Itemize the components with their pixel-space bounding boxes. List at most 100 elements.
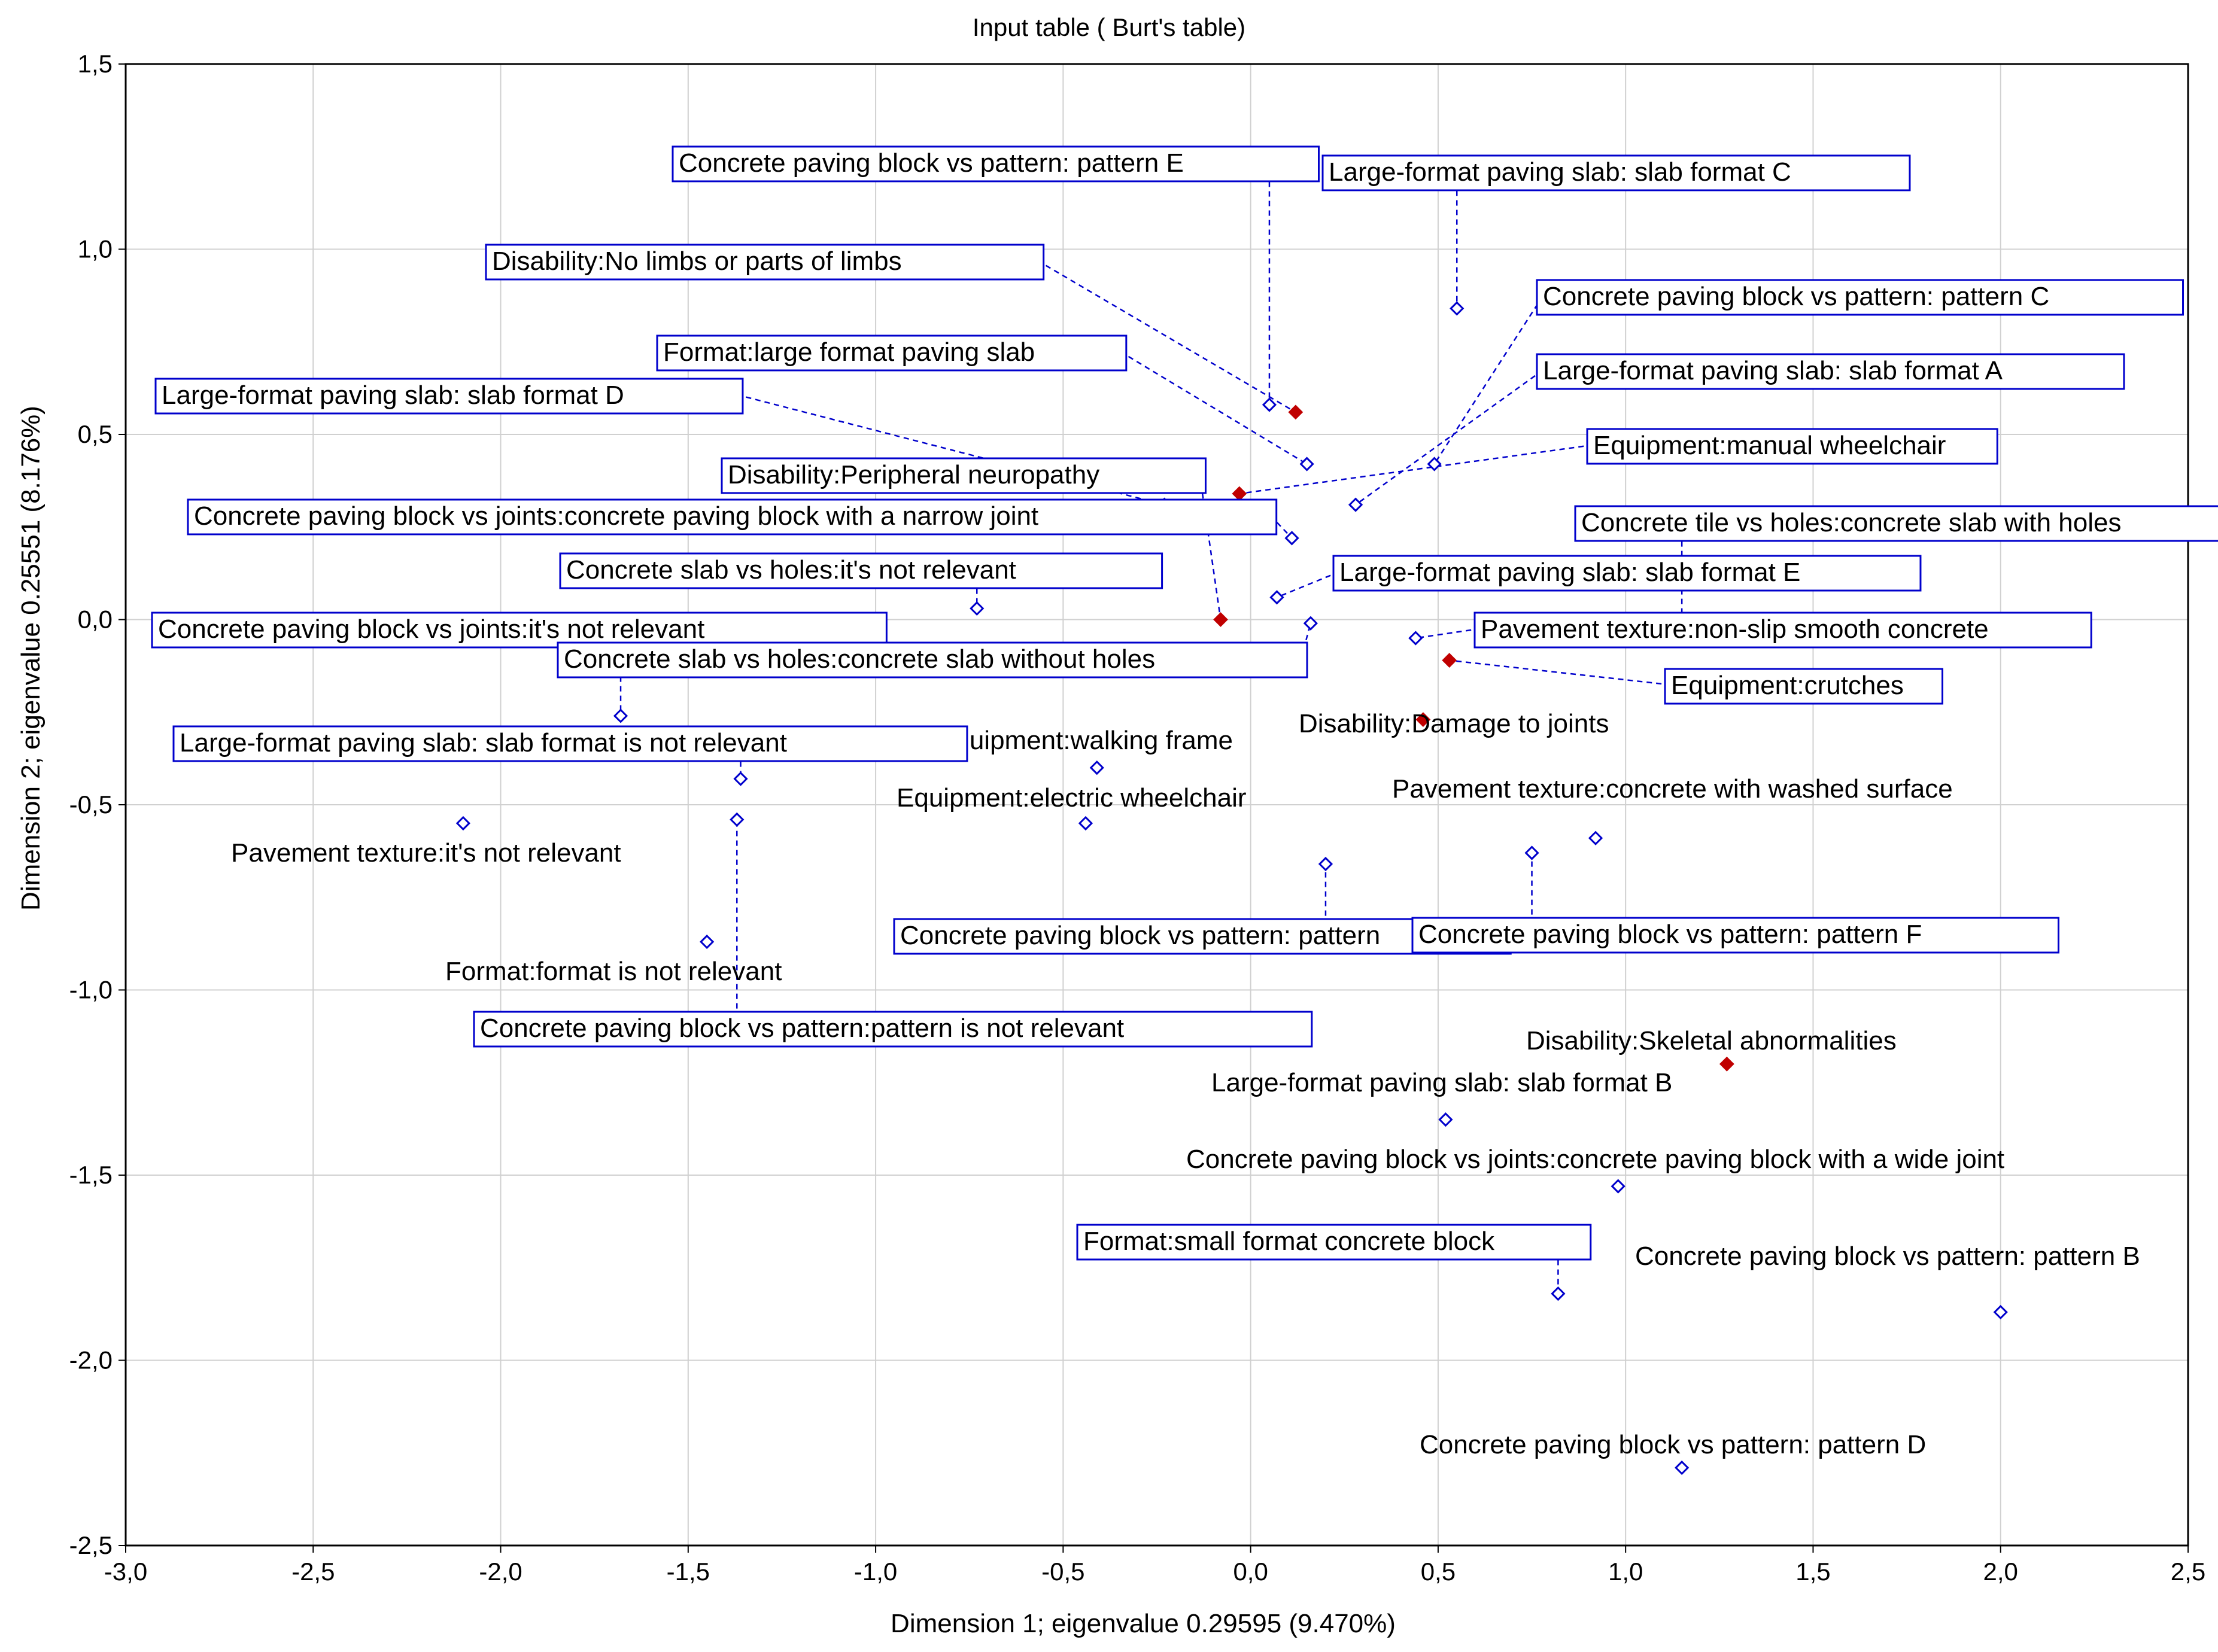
point-label: Equipment:electric wheelchair	[897, 783, 1247, 813]
y-tick-label: 1,0	[78, 235, 113, 263]
data-point	[1675, 1460, 1690, 1475]
data-point-filled	[1719, 1056, 1734, 1072]
x-tick-label: -2,0	[479, 1557, 522, 1586]
x-axis-label: Dimension 1; eigenvalue 0.29595 (9.470%)	[891, 1609, 1396, 1638]
data-point	[455, 816, 471, 831]
point-label: Large-format paving slab: slab format is…	[180, 728, 787, 757]
data-point	[970, 601, 985, 616]
axis-ticks: -3,0 -2,5 -2,0 -1,5 -1,0 -0,5 0,0 0,5 1,0 1,5 2,0 2…	[69, 50, 2206, 1586]
leader-line	[1355, 369, 1544, 506]
point-label: Concrete paving block vs joints:concrete…	[1186, 1145, 2004, 1174]
label-box	[559, 552, 1163, 589]
label-box	[1321, 154, 1911, 191]
x-tick-label: 0,0	[1233, 1557, 1268, 1586]
point-label: Concrete paving block vs pattern: patter…	[1635, 1242, 2140, 1271]
data-point	[613, 708, 628, 723]
point-label: Format:format is not relevant	[445, 957, 782, 986]
label-box	[151, 611, 888, 649]
data-point	[1588, 830, 1603, 845]
point-label: Equipment:crutches	[1671, 671, 1904, 700]
label-box	[1076, 1224, 1592, 1261]
x-tick-label: -0,5	[1041, 1557, 1084, 1586]
y-axis-label: Dimension 2; eigenvalue 0.25551 (8.176%)	[16, 406, 45, 911]
leader-line	[1239, 444, 1594, 495]
data-point	[1427, 457, 1442, 471]
x-tick-label: -1,0	[854, 1557, 897, 1586]
label-box	[1586, 428, 1998, 465]
point-label: Concrete paving block vs joints:concrete…	[194, 501, 1038, 531]
data-point	[1303, 616, 1318, 631]
point-label: Concrete slab vs holes:it's not relevant	[566, 555, 1016, 585]
data-point	[733, 771, 748, 786]
y-tick-label: -0,5	[69, 790, 113, 819]
label-box	[154, 378, 744, 415]
y-tick-label: 0,5	[78, 420, 113, 448]
point-label: Concrete paving block vs pattern: patter…	[1420, 1430, 1926, 1459]
data-points	[455, 301, 2008, 1475]
leader-line	[1415, 628, 1481, 639]
point-label: Format:small format concrete block	[1083, 1227, 1495, 1256]
point-label: Disability:Peripheral neuropathy	[728, 460, 1099, 489]
leader-line	[1277, 571, 1340, 598]
label-box	[1574, 505, 2218, 542]
label-box	[557, 641, 1308, 679]
chart-title: Input table ( Burt's table)	[973, 13, 1245, 41]
point-label: Concrete slab vs holes:concrete slab wit…	[564, 644, 1155, 674]
point-label: Disability:No limbs or parts of limbs	[492, 247, 902, 276]
x-tick-label: -1,5	[667, 1557, 710, 1586]
point-label: Equipment:manual wheelchair	[1593, 431, 1946, 460]
data-point	[700, 934, 715, 950]
point-label: Large-format paving slab: slab format E	[1339, 558, 1800, 587]
leader-line	[1449, 659, 1672, 686]
y-tick-label: -2,0	[69, 1346, 113, 1374]
point-label: Format:large format paving slab	[663, 337, 1035, 367]
x-tick-label: 2,5	[2171, 1557, 2205, 1586]
label-box	[1536, 279, 2184, 316]
point-label: Concrete paving block vs pattern: patter…	[900, 921, 1380, 950]
point-label: Disability:Damage to joints	[1299, 709, 1609, 738]
x-tick-label: -2,5	[291, 1557, 335, 1586]
point-label: Concrete paving block vs pattern: patter…	[1418, 920, 1922, 949]
point-label: Pavement texture:concrete with washed su…	[1392, 774, 1953, 804]
leader-line	[1300, 623, 1312, 659]
point-label: Concrete paving block vs joints:it's not…	[158, 614, 704, 644]
label-box	[485, 244, 1045, 281]
point-label: Large-format paving slab: slab format B	[1211, 1068, 1672, 1097]
data-point	[1078, 816, 1093, 831]
data-point	[1438, 1112, 1453, 1127]
data-point-filled	[1213, 612, 1228, 627]
point-label: Large-format paving slab: slab format A	[1543, 356, 2003, 385]
data-point	[1408, 631, 1423, 646]
point-label: Concrete paving block vs pattern: patter…	[1543, 282, 2049, 311]
leader-line	[1199, 474, 1222, 620]
x-tick-label: -3,0	[104, 1557, 147, 1586]
point-labels: Concrete paving block vs pattern: patter…	[151, 145, 2218, 1459]
data-point	[1993, 1304, 2008, 1320]
point-label: Pavement texture:non-slip smooth concret…	[1481, 614, 1989, 644]
x-tick-label: 0,5	[1421, 1557, 1456, 1586]
data-point	[1262, 397, 1277, 412]
leader-line	[1120, 351, 1308, 465]
data-point	[1611, 1179, 1625, 1194]
point-label: Concrete tile vs holes:concrete slab wit…	[1581, 508, 2121, 537]
label-box	[473, 1011, 1313, 1048]
data-point-filled	[1442, 653, 1457, 668]
data-point	[1318, 856, 1333, 872]
label-box	[893, 918, 1512, 955]
label-box	[1536, 353, 2125, 390]
y-tick-label: 0,0	[78, 606, 113, 634]
label-box	[1473, 611, 2092, 649]
data-point-filled	[1415, 712, 1431, 728]
point-label: Pavement texture:it's not relevant	[231, 838, 621, 868]
data-point	[1284, 531, 1299, 546]
x-tick-label: 1,5	[1795, 1557, 1830, 1586]
point-label: Large-format paving slab: slab format D	[162, 381, 624, 410]
label-box	[1664, 668, 1944, 705]
label-box	[1411, 917, 2060, 954]
data-point	[1348, 497, 1363, 512]
leader-line	[1433, 295, 1544, 465]
data-point	[730, 812, 745, 827]
label-box	[672, 145, 1320, 182]
x-tick-label: 1,0	[1608, 1557, 1643, 1586]
